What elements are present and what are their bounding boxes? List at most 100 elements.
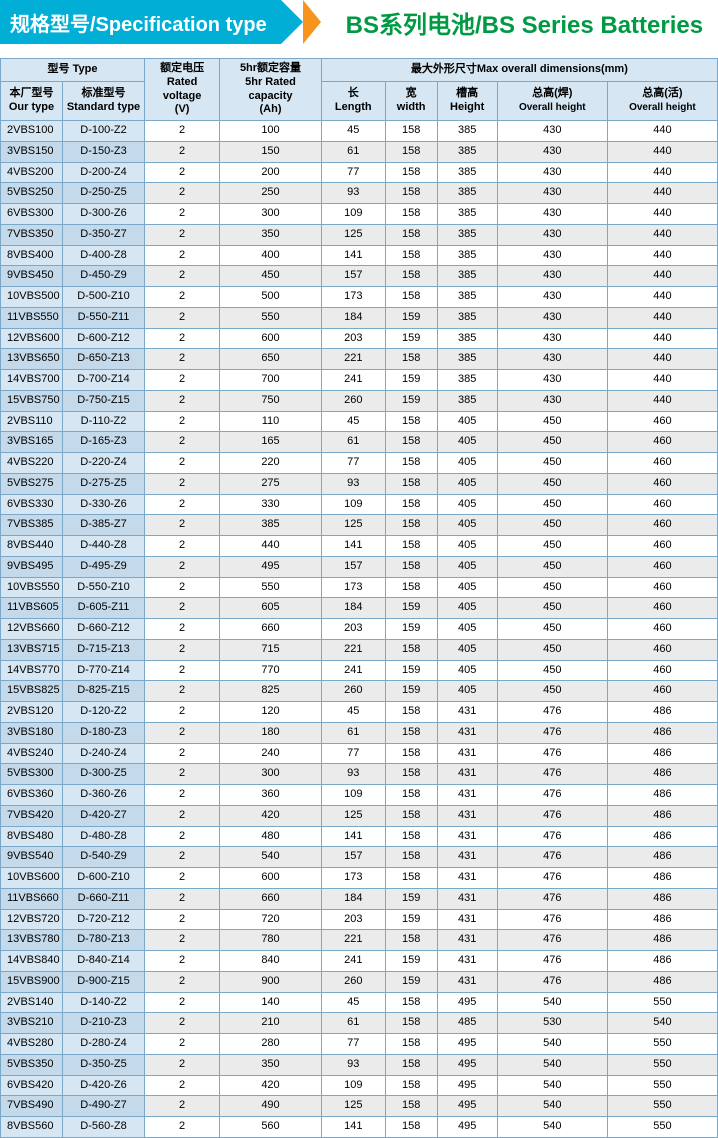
table-cell: 93 (321, 1054, 385, 1075)
table-cell: 486 (607, 785, 717, 806)
table-cell: 431 (437, 888, 497, 909)
table-cell: 476 (497, 971, 607, 992)
table-cell: 77 (321, 162, 385, 183)
table-cell: 440 (607, 204, 717, 225)
table-cell: 2 (145, 141, 220, 162)
table-row: 6VBS330D-330-Z62330109158405450460 (1, 494, 718, 515)
table-cell: 2 (145, 826, 220, 847)
table-cell: 157 (321, 266, 385, 287)
table-cell: 460 (607, 639, 717, 660)
table-cell: 385 (437, 328, 497, 349)
table-cell: 2 (145, 930, 220, 951)
table-cell: 77 (321, 743, 385, 764)
table-cell: 450 (220, 266, 322, 287)
table-cell: 2 (145, 785, 220, 806)
table-cell: 2 (145, 473, 220, 494)
table-cell: 250 (220, 183, 322, 204)
table-cell: 720 (220, 909, 322, 930)
col-voltage-unit: (V) (175, 103, 190, 115)
table-cell: 158 (385, 847, 437, 868)
table-cell: 184 (321, 307, 385, 328)
col-overall-height-live: 总高(活) Overall height (607, 82, 717, 121)
table-cell: 45 (321, 411, 385, 432)
table-cell: 460 (607, 556, 717, 577)
table-cell: 440 (607, 328, 717, 349)
table-cell: 2 (145, 992, 220, 1013)
table-cell: 385 (437, 287, 497, 308)
table-cell: 460 (607, 619, 717, 640)
table-cell: 540 (497, 1054, 607, 1075)
table-cell: 476 (497, 951, 607, 972)
table-cell: 385 (437, 141, 497, 162)
table-cell: 486 (607, 868, 717, 889)
table-cell: 2 (145, 1117, 220, 1138)
table-cell: 9VBS450 (1, 266, 63, 287)
table-cell: 440 (607, 224, 717, 245)
table-cell: 6VBS360 (1, 785, 63, 806)
col-std-type-cn: 标准型号 (82, 87, 126, 99)
table-cell: 431 (437, 930, 497, 951)
table-cell: 486 (607, 971, 717, 992)
table-cell: 486 (607, 847, 717, 868)
col-cap-en2: capacity (248, 90, 292, 102)
table-cell: D-240-Z4 (63, 743, 145, 764)
table-cell: 450 (497, 494, 607, 515)
table-cell: 159 (385, 951, 437, 972)
table-cell: 2 (145, 1054, 220, 1075)
table-cell: 550 (607, 992, 717, 1013)
table-row: 2VBS100D-100-Z2210045158385430440 (1, 121, 718, 142)
table-cell: 430 (497, 245, 607, 266)
table-cell: 430 (497, 328, 607, 349)
table-row: 3VBS165D-165-Z3216561158405450460 (1, 432, 718, 453)
table-cell: 7VBS350 (1, 224, 63, 245)
table-cell: 158 (385, 764, 437, 785)
table-cell: 350 (220, 224, 322, 245)
table-cell: 2 (145, 660, 220, 681)
table-cell: 486 (607, 722, 717, 743)
table-cell: D-480-Z8 (63, 826, 145, 847)
table-cell: 430 (497, 224, 607, 245)
table-cell: 141 (321, 245, 385, 266)
table-cell: D-550-Z11 (63, 307, 145, 328)
table-row: 4VBS280D-280-Z4228077158495540550 (1, 1034, 718, 1055)
table-cell: 4VBS280 (1, 1034, 63, 1055)
col-capacity: 5hr额定容量 5hr Rated capacity (Ah) (220, 59, 322, 121)
table-cell: 440 (607, 307, 717, 328)
table-cell: 159 (385, 390, 437, 411)
table-cell: 158 (385, 536, 437, 557)
table-cell: 476 (497, 909, 607, 930)
table-cell: 450 (497, 453, 607, 474)
table-cell: 405 (437, 598, 497, 619)
table-cell: 221 (321, 349, 385, 370)
table-cell: 405 (437, 660, 497, 681)
table-cell: 141 (321, 536, 385, 557)
table-cell: 2 (145, 619, 220, 640)
table-cell: 486 (607, 930, 717, 951)
table-cell: 650 (220, 349, 322, 370)
table-cell: 420 (220, 805, 322, 826)
table-cell: 2 (145, 681, 220, 702)
table-cell: 550 (607, 1096, 717, 1117)
col-cap-cn: 5hr额定容量 (240, 62, 301, 74)
table-row: 2VBS110D-110-Z2211045158405450460 (1, 411, 718, 432)
table-cell: 158 (385, 556, 437, 577)
table-cell: 13VBS650 (1, 349, 63, 370)
table-cell: 486 (607, 951, 717, 972)
table-cell: 61 (321, 1013, 385, 1034)
table-cell: 109 (321, 1075, 385, 1096)
table-cell: 9VBS495 (1, 556, 63, 577)
col-voltage: 额定电压 Rated voltage (V) (145, 59, 220, 121)
col-len-cn: 长 (348, 87, 359, 99)
table-row: 7VBS420D-420-Z72420125158431476486 (1, 805, 718, 826)
table-cell: 2 (145, 868, 220, 889)
col-length: 长 Length (321, 82, 385, 121)
table-row: 14VBS840D-840-Z142840241159431476486 (1, 951, 718, 972)
table-cell: 203 (321, 328, 385, 349)
table-cell: D-440-Z8 (63, 536, 145, 557)
table-cell: 159 (385, 888, 437, 909)
table-cell: 110 (220, 411, 322, 432)
table-cell: 2 (145, 556, 220, 577)
table-cell: 385 (437, 266, 497, 287)
table-cell: 158 (385, 722, 437, 743)
table-cell: 12VBS720 (1, 909, 63, 930)
